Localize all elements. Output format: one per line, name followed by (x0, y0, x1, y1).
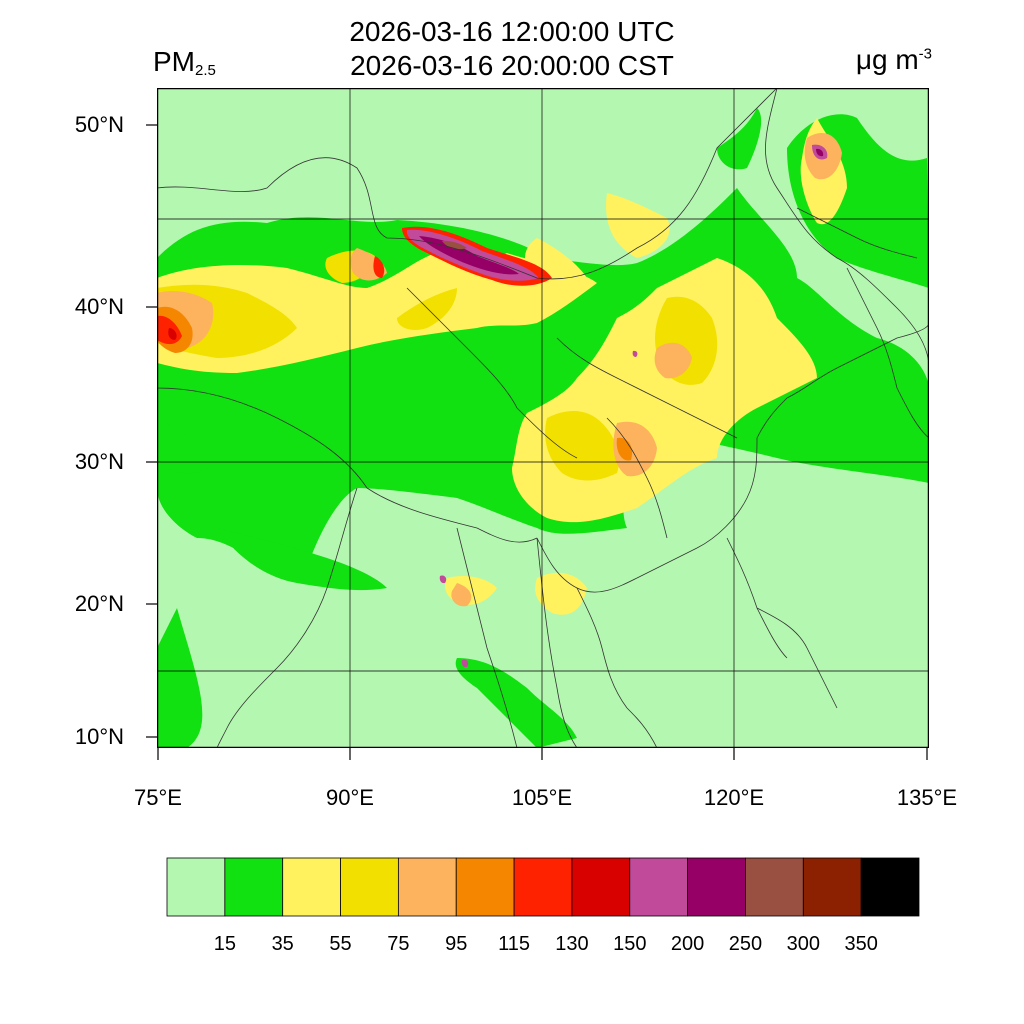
title-cst: 2026-03-16 20:00:00 CST (350, 50, 674, 81)
colorbar-label: 95 (445, 933, 468, 955)
colorbar-swatch (629, 857, 689, 917)
colorbar-label: 350 (844, 933, 878, 955)
variable-main: PM (153, 46, 195, 77)
x-axis-ticks (157, 748, 928, 760)
colorbar-swatch (687, 857, 746, 917)
x-tick-120e: 120°E (703, 785, 765, 810)
colorbar-label: 115 (498, 933, 530, 955)
y-axis-ticks (146, 124, 157, 738)
y-tick-30n: 30°N (74, 449, 124, 474)
colorbar-label: 75 (387, 933, 410, 955)
x-tick-90e: 90°E (326, 785, 374, 810)
x-tick-75e: 75°E (134, 785, 182, 810)
colorbar-label: 55 (329, 933, 352, 955)
colorbar-swatch (166, 857, 226, 917)
lat-lon-grid (157, 88, 929, 748)
unit-main: μg m (855, 44, 919, 75)
x-tick-135e: 135°E (896, 785, 958, 810)
colorbar-swatch (571, 857, 631, 917)
y-tick-50n: 50°N (74, 112, 124, 137)
colorbar-label: 130 (555, 933, 589, 955)
colorbar-swatch (455, 857, 515, 917)
unit-label: μg m-3 (856, 44, 932, 76)
colorbar-label: 150 (613, 933, 647, 955)
colorbar (166, 857, 920, 917)
map-frame (157, 88, 929, 748)
variable-subscript: 2.5 (195, 62, 216, 79)
colorbar-swatch (224, 857, 284, 917)
colorbar-swatch (282, 857, 341, 917)
level-high-areas (157, 256, 633, 461)
colorbar-label: 250 (728, 933, 763, 955)
colorbar-swatch (802, 857, 862, 917)
y-tick-20n: 20°N (74, 591, 124, 616)
x-tick-105e: 105°E (511, 785, 573, 810)
colorbar-label: 35 (271, 933, 294, 955)
unit-superscript: -3 (918, 45, 932, 63)
colorbar-swatch (513, 857, 573, 917)
colorbar-label: 15 (213, 933, 236, 955)
colorbar-swatch (397, 857, 457, 917)
variable-label: PM2.5 (153, 46, 216, 79)
colorbar-label: 300 (786, 933, 820, 955)
country-borders (157, 88, 929, 748)
pm25-map (157, 88, 929, 748)
level-extreme-areas (402, 144, 828, 668)
y-tick-40n: 40°N (74, 294, 124, 319)
colorbar-swatch (340, 857, 399, 917)
colorbar-swatch (745, 857, 804, 917)
title-utc: 2026-03-16 12:00:00 UTC (349, 16, 675, 47)
y-tick-10n: 10°N (74, 724, 124, 749)
colorbar-swatch (860, 857, 920, 917)
colorbar-label: 200 (670, 933, 705, 955)
